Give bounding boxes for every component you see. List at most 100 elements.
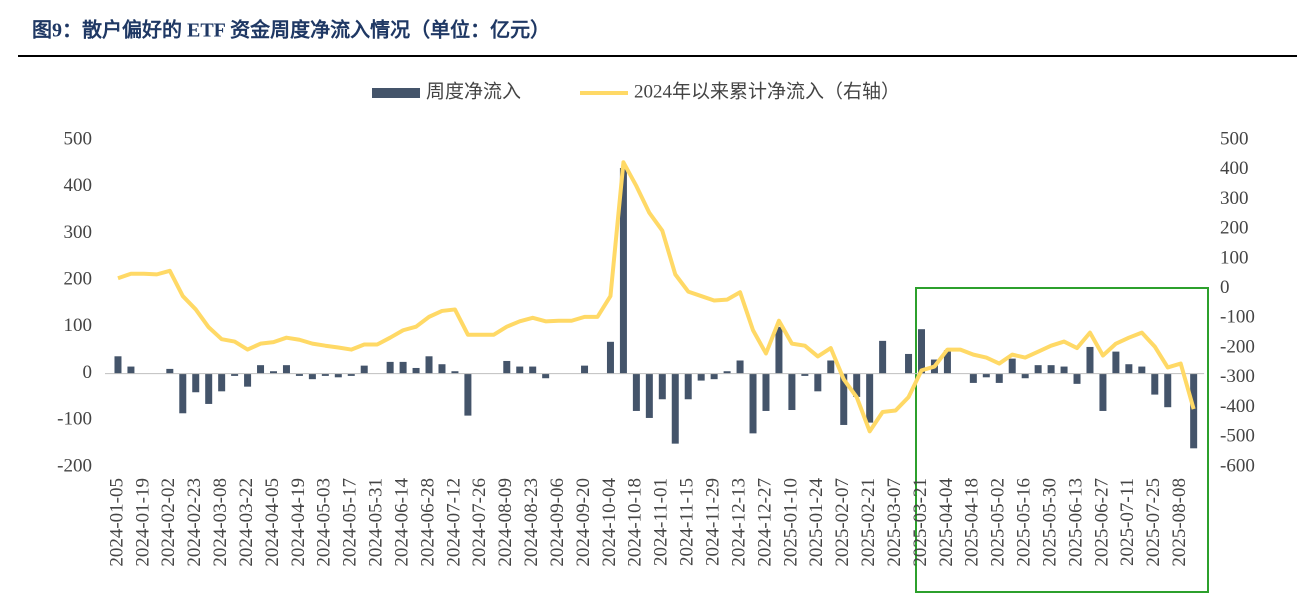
y2-tick-label: 300 xyxy=(1220,188,1249,209)
x-tick-label: 2024-11-29 xyxy=(702,478,723,566)
x-tick-label: 2025-01-10 xyxy=(780,478,801,567)
x-tick-label: 2024-04-05 xyxy=(262,478,283,567)
bar xyxy=(192,373,200,393)
x-tick-label: 2025-04-18 xyxy=(962,478,983,567)
y2-tick-label: 200 xyxy=(1220,218,1249,239)
bar xyxy=(438,364,446,374)
bar xyxy=(788,373,796,411)
line xyxy=(117,160,1196,434)
bar xyxy=(658,373,666,400)
x-tick-label: 2025-06-27 xyxy=(1091,478,1112,567)
legend-label: 2024年以来累计净流入（右轴） xyxy=(634,80,900,102)
bar xyxy=(684,373,692,400)
y-tick-label: -200 xyxy=(57,455,92,476)
bar xyxy=(1008,358,1016,374)
bar xyxy=(710,373,718,380)
x-tick-label: 2025-07-25 xyxy=(1143,478,1164,567)
bar xyxy=(581,365,589,374)
bar xyxy=(943,350,951,374)
bar xyxy=(425,356,433,374)
x-tick-label: 2024-05-17 xyxy=(340,478,361,567)
x-tick-label: 2024-05-31 xyxy=(366,478,387,567)
bar xyxy=(1099,373,1107,411)
x-tick-label: 2024-12-27 xyxy=(754,478,775,567)
bar xyxy=(321,373,329,376)
x-tick-label: 2025-05-16 xyxy=(1014,478,1035,567)
highlight-box xyxy=(915,287,1209,593)
y-tick-label: -100 xyxy=(57,409,92,430)
y2-tick-label: -200 xyxy=(1220,336,1255,357)
bar xyxy=(840,373,848,425)
x-tick-label: 2025-08-08 xyxy=(1169,478,1190,567)
bar xyxy=(308,373,316,380)
x-tick-label: 2024-08-09 xyxy=(495,478,516,567)
bar xyxy=(205,373,213,404)
bar xyxy=(671,373,679,444)
bar xyxy=(918,329,925,374)
bar xyxy=(723,371,731,374)
bar xyxy=(632,373,640,411)
bar xyxy=(1112,351,1120,374)
x-tick-label: 2024-02-02 xyxy=(158,478,179,567)
x-tick-label: 2025-03-21 xyxy=(910,478,931,567)
bar xyxy=(606,341,614,374)
x-tick-label: 2024-01-05 xyxy=(106,478,127,567)
bar xyxy=(270,371,277,374)
y-tick-label: 500 xyxy=(64,128,93,149)
bar xyxy=(982,373,990,378)
y2-tick-label: 100 xyxy=(1220,247,1249,268)
y-tick-label: 400 xyxy=(64,175,93,196)
bar xyxy=(1034,365,1042,374)
bar xyxy=(1086,346,1094,374)
y2-tick-label: -400 xyxy=(1220,396,1255,417)
x-tick-label: 2024-07-26 xyxy=(469,478,490,567)
x-tick-label: 2024-06-14 xyxy=(391,478,412,567)
x-tick-label: 2024-06-28 xyxy=(417,478,438,567)
x-tick-label: 2025-04-04 xyxy=(936,478,957,567)
x-tick-label: 2024-04-19 xyxy=(288,478,309,567)
bar xyxy=(879,340,887,374)
bar xyxy=(166,368,174,374)
y2-tick-label: 500 xyxy=(1220,128,1249,149)
bar xyxy=(1021,373,1029,379)
x-tick-label: 2024-09-06 xyxy=(547,478,568,567)
bar xyxy=(412,367,420,374)
x-tick-label: 2024-05-03 xyxy=(314,478,335,567)
bar xyxy=(295,373,303,376)
bar xyxy=(179,373,187,414)
bar xyxy=(257,365,265,374)
bar xyxy=(464,373,472,416)
bar xyxy=(347,373,355,376)
y2-tick-label: -100 xyxy=(1220,307,1255,328)
bar xyxy=(775,326,783,374)
x-tick-label: 2024-03-22 xyxy=(236,478,257,567)
x-tick-label: 2024-03-08 xyxy=(210,478,231,567)
x-tick-label: 2024-10-04 xyxy=(599,478,620,567)
bar xyxy=(386,361,394,374)
bar xyxy=(451,371,459,374)
y-tick-label: 0 xyxy=(83,362,93,383)
bar xyxy=(969,373,977,383)
bar xyxy=(1047,365,1055,374)
bar xyxy=(282,365,290,374)
x-tick-label: 2025-06-13 xyxy=(1065,478,1086,567)
y2-tick-label: -500 xyxy=(1220,426,1255,447)
x-tick-label: 2025-01-24 xyxy=(806,478,827,567)
bar xyxy=(529,366,537,374)
bar xyxy=(1151,373,1159,395)
y2-tick-label: 400 xyxy=(1220,158,1249,179)
bar xyxy=(814,373,822,392)
bar xyxy=(114,356,122,374)
bar xyxy=(542,373,550,379)
x-tick-label: 2025-02-21 xyxy=(858,478,879,567)
bar xyxy=(1190,373,1198,449)
bar xyxy=(1125,364,1133,374)
x-tick-label: 2025-05-30 xyxy=(1039,478,1060,567)
x-tick-label: 2024-12-13 xyxy=(728,478,749,567)
bar xyxy=(645,373,653,418)
y2-tick-label: -300 xyxy=(1220,366,1255,387)
bar xyxy=(1164,373,1172,408)
bar xyxy=(1060,366,1068,374)
bar xyxy=(334,373,342,378)
bar xyxy=(853,373,861,397)
